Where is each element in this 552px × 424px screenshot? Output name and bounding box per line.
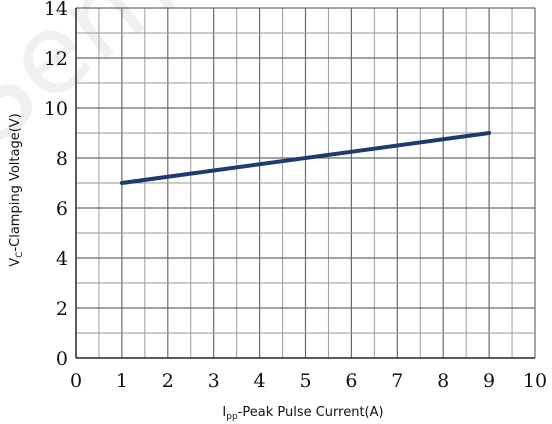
x-tick-label: 7 <box>391 370 403 392</box>
y-tick-labels: 0 2 4 6 8 10 12 14 <box>44 0 68 370</box>
x-tick-label: 1 <box>116 370 128 392</box>
grid <box>75 7 536 359</box>
data-point <box>487 131 491 135</box>
y-tick-label: 6 <box>56 198 68 220</box>
x-tick-label: 3 <box>208 370 220 392</box>
y-tick-label: 4 <box>56 248 68 270</box>
y-axis-title: VC-Clamping Voltage(V) <box>8 113 25 267</box>
x-tick-label: 9 <box>483 370 495 392</box>
x-tick-label: 6 <box>345 370 357 392</box>
watermark: Semi <box>0 0 223 170</box>
y-tick-label: 8 <box>56 148 68 170</box>
x-tick-label: 0 <box>70 370 82 392</box>
x-tick-label: 2 <box>162 370 174 392</box>
x-tick-label: 10 <box>523 370 547 392</box>
y-tick-label: 0 <box>56 348 68 370</box>
y-tick-label: 10 <box>44 98 68 120</box>
x-tick-labels: 0 1 2 3 4 5 6 7 8 9 10 <box>70 370 547 392</box>
y-tick-label: 12 <box>44 48 68 70</box>
series-layer <box>119 131 492 185</box>
data-point <box>120 181 124 185</box>
x-tick-label: 4 <box>254 370 266 392</box>
x-tick-label: 5 <box>299 370 311 392</box>
y-tick-label: 2 <box>56 298 68 320</box>
y-tick-label: 14 <box>44 0 68 20</box>
x-tick-label: 8 <box>437 370 449 392</box>
x-axis-title: Ipp-Peak Pulse Current(A) <box>222 405 383 422</box>
series-line-0 <box>119 131 492 185</box>
